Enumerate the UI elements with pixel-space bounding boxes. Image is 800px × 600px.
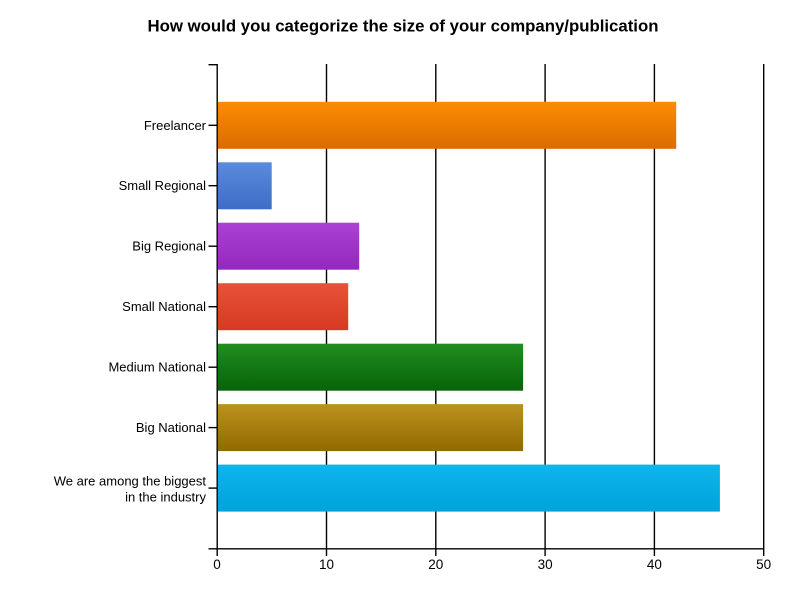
svg-text:in the industry: in the industry: [125, 490, 206, 505]
svg-text:50: 50: [756, 557, 771, 572]
svg-text:Medium National: Medium National: [108, 360, 206, 375]
svg-text:Big National: Big National: [136, 420, 206, 435]
svg-text:Small Regional: Small Regional: [119, 178, 207, 193]
svg-text:20: 20: [428, 557, 443, 572]
svg-text:We are among the biggest: We are among the biggest: [54, 473, 207, 488]
svg-text:0: 0: [213, 557, 221, 572]
svg-text:Big Regional: Big Regional: [132, 239, 206, 254]
svg-text:Small National: Small National: [122, 299, 206, 314]
svg-text:10: 10: [319, 557, 334, 572]
svg-text:How would you categorize the s: How would you categorize the size of you…: [148, 17, 659, 36]
svg-text:40: 40: [647, 557, 662, 572]
svg-text:30: 30: [538, 557, 553, 572]
svg-text:Freelancer: Freelancer: [144, 118, 207, 133]
